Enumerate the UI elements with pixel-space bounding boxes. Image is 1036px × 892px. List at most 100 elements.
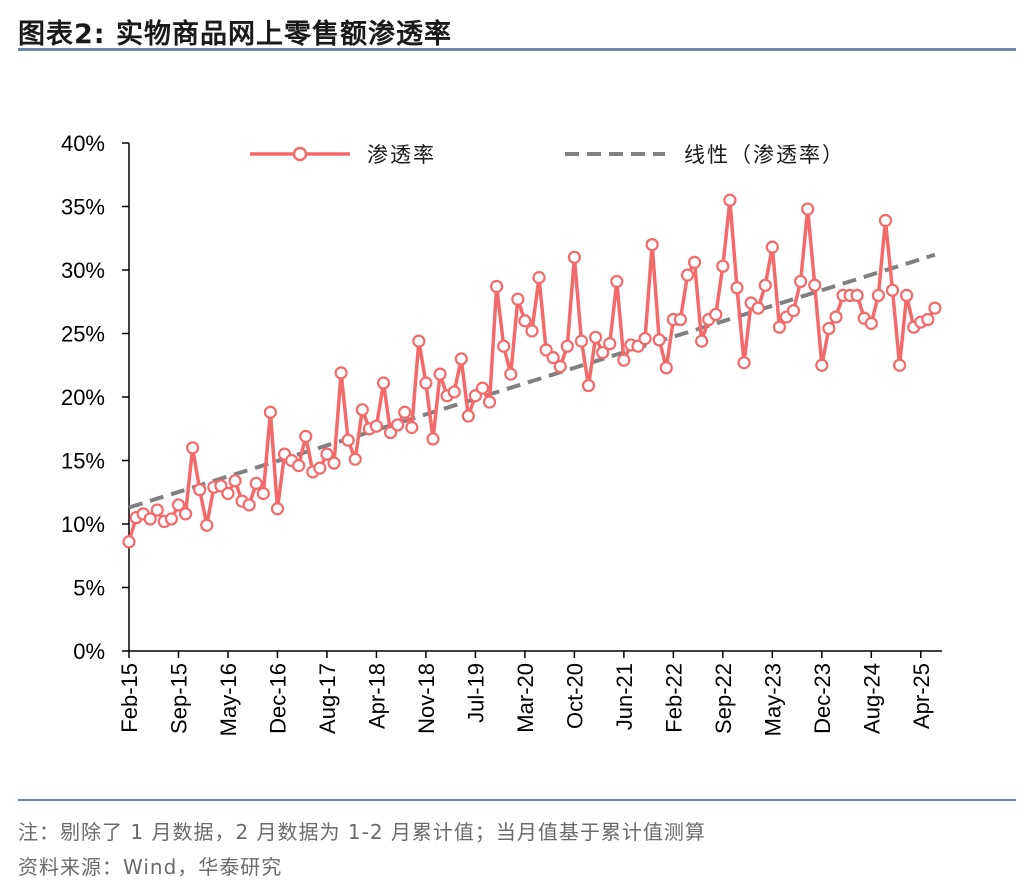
data-point	[122, 535, 136, 549]
data-point	[553, 359, 567, 374]
data-point	[426, 432, 440, 446]
data-point	[900, 288, 914, 302]
data-point	[320, 447, 334, 461]
data-point	[348, 452, 362, 466]
data-point	[186, 441, 200, 455]
data-point	[603, 337, 617, 351]
x-tick-label: Mar-20	[513, 663, 538, 733]
data-point	[299, 429, 313, 443]
data-point	[256, 486, 270, 501]
data-point	[475, 381, 490, 395]
data-point	[871, 288, 885, 302]
data-point	[447, 385, 461, 399]
figure-title: 图表2: 实物商品网上零售额渗透率	[18, 19, 452, 50]
legend: 渗透率 线性（渗透率）	[250, 143, 843, 167]
data-point	[815, 358, 829, 372]
data-point	[532, 271, 546, 285]
data-point	[355, 403, 369, 417]
data-point	[221, 486, 235, 501]
data-point	[270, 502, 285, 516]
data-point	[193, 483, 207, 497]
data-point	[518, 314, 532, 328]
data-point	[808, 278, 822, 292]
data-point	[313, 461, 327, 475]
y-tick-label: 25%	[61, 322, 105, 347]
x-axis: Feb-15 Sep-15 May-16 Dec-16 Aug-17 Apr-18 Nov-…	[117, 651, 934, 736]
data-point	[369, 419, 384, 433]
penetration-chart: 0% 5% 10% 15% 20% 25% 30% 35% 40% Feb-15 Sep-15 Ma…	[61, 131, 942, 736]
x-tick-label: Jun-21	[612, 663, 637, 730]
data-point	[504, 367, 518, 381]
data-point	[412, 334, 426, 348]
x-tick-label: Nov-18	[414, 663, 439, 734]
data-point	[928, 301, 942, 315]
data-point	[751, 301, 765, 315]
data-point	[758, 278, 772, 292]
data-point	[327, 456, 341, 470]
data-point	[687, 255, 702, 269]
data-point	[143, 512, 157, 526]
trend-line	[128, 252, 936, 510]
x-tick-label: May-23	[760, 663, 785, 736]
data-point	[829, 310, 843, 324]
data-point	[376, 376, 391, 390]
y-tick-label: 35%	[61, 195, 105, 220]
data-point	[546, 351, 560, 365]
source-note: 资料来源：Wind，华泰研究	[18, 855, 283, 879]
y-axis: 0% 5% 10% 15% 20% 25% 30% 35% 40%	[61, 131, 129, 664]
data-point	[490, 279, 504, 294]
footnote: 注：剔除了 1 月数据，2 月数据为 1-2 月累计值；当月值基于累计值测算	[18, 820, 706, 844]
data-point	[581, 378, 596, 393]
data-point	[716, 259, 730, 273]
data-point	[433, 367, 447, 381]
data-point	[864, 316, 878, 330]
title-rule	[18, 48, 1016, 51]
data-point	[878, 213, 893, 228]
data-point	[680, 268, 695, 282]
data-point	[885, 283, 900, 297]
x-tick-label: Feb-22	[661, 663, 686, 733]
data-point	[249, 476, 263, 490]
data-point	[461, 409, 475, 423]
legend-series-marker	[292, 146, 308, 162]
data-point	[659, 361, 673, 375]
data-point	[292, 458, 306, 473]
data-point	[822, 321, 836, 336]
data-point	[723, 193, 737, 207]
x-tick-label: Aug-17	[315, 663, 340, 734]
data-point	[737, 356, 751, 370]
data-point	[850, 288, 864, 302]
data-point	[574, 334, 589, 348]
data-point	[709, 307, 723, 322]
x-tick-label: May-16	[216, 663, 241, 736]
series-line	[127, 198, 937, 543]
x-tick-label: Oct-20	[562, 663, 587, 729]
data-point	[638, 331, 652, 346]
data-point	[228, 474, 242, 488]
data-point	[730, 281, 744, 295]
x-tick-label: Apr-25	[909, 663, 934, 729]
data-point	[921, 312, 935, 327]
data-point	[652, 333, 666, 347]
legend-series-label: 渗透率	[367, 143, 436, 167]
data-point	[454, 352, 468, 366]
y-tick-label: 40%	[61, 131, 105, 156]
data-point	[673, 312, 688, 327]
data-point	[610, 274, 624, 289]
data-point	[596, 345, 610, 360]
y-tick-label: 0%	[73, 639, 105, 664]
x-tick-label: Feb-15	[117, 663, 142, 733]
y-tick-label: 15%	[61, 449, 105, 474]
data-point	[398, 405, 412, 419]
x-tick-label: Sep-22	[711, 663, 736, 734]
y-tick-label: 20%	[61, 385, 105, 410]
axes	[128, 143, 942, 652]
data-point	[801, 202, 815, 216]
data-point	[178, 507, 193, 521]
data-point	[511, 292, 525, 306]
data-point	[525, 324, 539, 338]
data-point	[405, 420, 419, 435]
data-point	[794, 274, 808, 289]
data-point	[334, 366, 348, 380]
data-point	[263, 405, 277, 419]
